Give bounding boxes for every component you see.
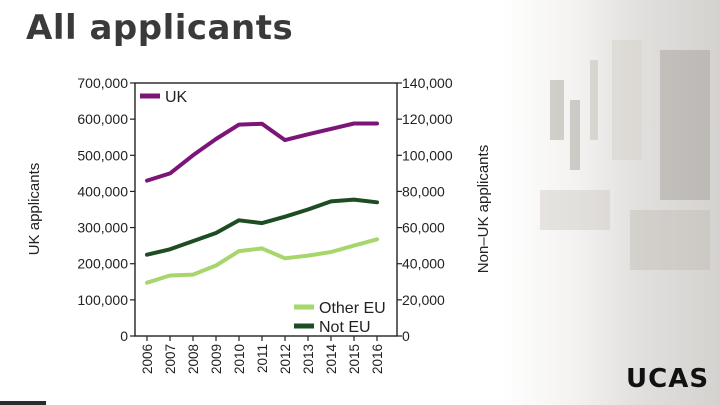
left-tick-label: 100,000 xyxy=(77,292,128,308)
left-tick-label: 300,000 xyxy=(77,220,128,236)
plot-frame xyxy=(134,82,398,337)
right-axis-ticks: 0 20,000 40,000 60,000 80,000 100,000 120,000 1… xyxy=(397,75,453,344)
x-tick-label: 2009 xyxy=(209,344,224,374)
left-tick-label: 200,000 xyxy=(77,256,128,272)
background-photo xyxy=(500,0,720,405)
series-line-not-eu xyxy=(145,197,379,257)
x-tick-label: 2011 xyxy=(255,344,270,373)
series-line-uk xyxy=(145,121,379,183)
x-tick-label: 2016 xyxy=(370,344,385,374)
right-tick-label: 0 xyxy=(402,328,410,344)
left-tick-label: 600,000 xyxy=(77,111,128,127)
left-tick-label: 400,000 xyxy=(77,183,128,199)
x-tick-label: 2013 xyxy=(301,344,316,374)
legend-label: Other EU xyxy=(319,300,386,317)
left-tick-label: 700,000 xyxy=(77,75,128,91)
x-tick-label: 2008 xyxy=(186,344,201,374)
left-axis-ticks: 0 100,000 200,000 300,000 400,000 500,000 600,… xyxy=(77,75,135,344)
keyboard-background-image xyxy=(540,40,710,270)
x-tick-label: 2014 xyxy=(324,344,339,375)
ucas-logo: UCAS xyxy=(626,364,710,394)
bottom-strip xyxy=(0,401,46,405)
right-tick-label: 60,000 xyxy=(402,220,445,236)
line-chart: 0 100,000 200,000 300,000 400,000 500,000 600,… xyxy=(26,75,492,374)
right-tick-label: 100,000 xyxy=(402,147,453,163)
series-line-other-eu xyxy=(145,237,379,285)
x-tick-label: 2010 xyxy=(232,344,247,374)
right-tick-label: 140,000 xyxy=(402,75,453,91)
left-axis-label: UK applicants xyxy=(26,163,43,256)
legend: UK Other EU Not EU xyxy=(140,89,386,336)
legend-label: Not EU xyxy=(319,319,371,336)
x-tick-label: 2012 xyxy=(278,344,293,374)
left-tick-label: 500,000 xyxy=(77,147,128,163)
x-tick-label: 2007 xyxy=(163,344,178,374)
x-tick-label: 2015 xyxy=(347,344,362,374)
x-axis-ticks: 2006 2007 2008 2009 2010 2011 2012 2013 2014 2015… xyxy=(140,336,385,374)
slide-title: All applicants xyxy=(26,8,294,48)
right-tick-label: 80,000 xyxy=(402,183,445,199)
legend-label: UK xyxy=(165,89,188,106)
series-lines xyxy=(145,121,379,285)
right-tick-label: 20,000 xyxy=(402,292,445,308)
chart-panel: 0 100,000 200,000 300,000 400,000 500,000 600,… xyxy=(0,66,500,405)
left-tick-label: 0 xyxy=(120,328,128,344)
right-axis-label: Non–UK applicants xyxy=(475,145,492,273)
right-tick-label: 40,000 xyxy=(402,256,445,272)
right-tick-label: 120,000 xyxy=(402,111,453,127)
x-tick-label: 2006 xyxy=(140,344,155,374)
